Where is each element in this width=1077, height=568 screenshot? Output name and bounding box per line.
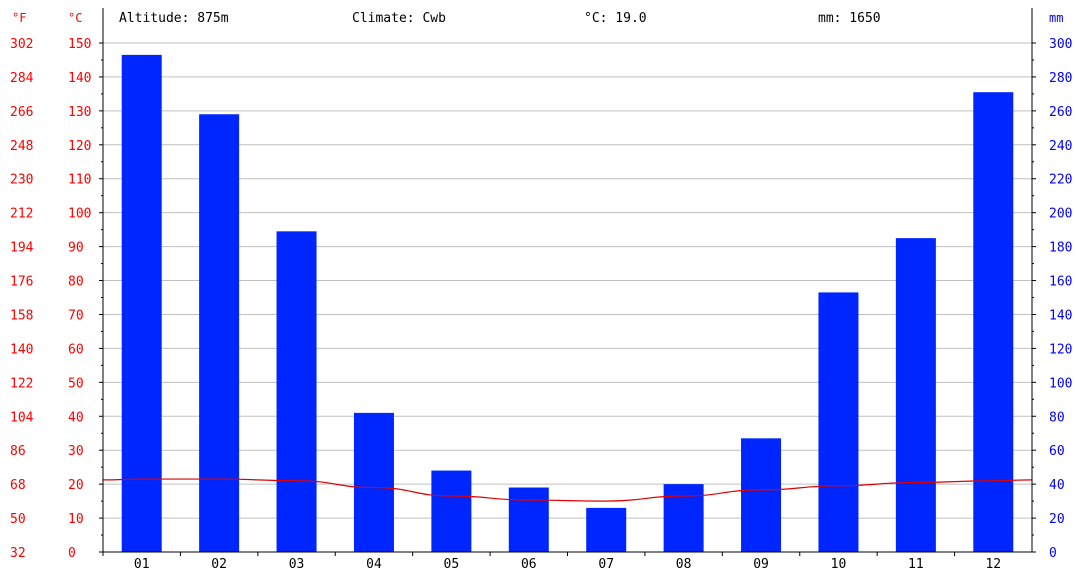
temperature-line [102, 478, 1033, 502]
precipitation-bar [276, 231, 317, 552]
celsius-tick-label: 150 [68, 37, 91, 52]
fahrenheit-tick-label: 68 [10, 478, 26, 493]
fahrenheit-tick-label: 140 [10, 342, 33, 357]
month-tick-label: 10 [831, 557, 847, 568]
celsius-tick-label: 30 [68, 444, 84, 459]
fahrenheit-tick-label: 86 [10, 444, 26, 459]
fahrenheit-tick-label: 248 [10, 139, 33, 154]
precipitation-bar [121, 54, 162, 552]
mm-tick-label: 0 [1049, 546, 1057, 561]
celsius-tick-label: 120 [68, 139, 91, 154]
fahrenheit-tick-label: 176 [10, 275, 33, 290]
celsius-tick-label: 110 [68, 173, 91, 188]
celsius-tick-label: 100 [68, 207, 91, 222]
total-precipitation-label: mm: 1650 [818, 11, 881, 26]
celsius-tick-label: 130 [68, 105, 91, 120]
fahrenheit-tick-label: 230 [10, 173, 33, 188]
celsius-tick-label: 60 [68, 342, 84, 357]
fahrenheit-tick-label: 32 [10, 546, 26, 561]
precipitation-bar [741, 438, 782, 552]
mm-tick-label: 100 [1049, 376, 1072, 391]
climate-label: Climate: Cwb [352, 11, 446, 26]
mm-tick-label: 300 [1049, 37, 1072, 52]
axes [99, 8, 1036, 556]
mm-tick-label: 120 [1049, 342, 1072, 357]
celsius-tick-label: 10 [68, 512, 84, 527]
fahrenheit-tick-label: 50 [10, 512, 26, 527]
grid-lines [103, 42, 1032, 519]
fahrenheit-tick-label: 302 [10, 37, 33, 52]
mean-temperature-label: °C: 19.0 [584, 11, 647, 26]
precipitation-bar [586, 507, 627, 552]
month-tick-label: 03 [289, 557, 305, 568]
mm-tick-label: 80 [1049, 410, 1065, 425]
precipitation-bar [199, 114, 240, 552]
mm-tick-label: 220 [1049, 173, 1072, 188]
fahrenheit-tick-label: 122 [10, 376, 33, 391]
celsius-tick-label: 90 [68, 241, 84, 256]
temperature-line-group [102, 478, 1033, 502]
celsius-tick-label: 50 [68, 376, 84, 391]
month-tick-label: 04 [366, 557, 382, 568]
fahrenheit-tick-label: 194 [10, 241, 34, 256]
month-tick-label: 07 [598, 557, 614, 568]
celsius-tick-label: 80 [68, 275, 84, 290]
month-tick-label: 01 [134, 557, 150, 568]
mm-tick-label: 140 [1049, 308, 1072, 323]
celsius-tick-label: 140 [68, 71, 91, 86]
precipitation-bars [121, 54, 1014, 552]
mm-unit-label: mm [1049, 11, 1063, 25]
precipitation-bar [895, 238, 936, 552]
month-tick-label: 06 [521, 557, 537, 568]
month-tick-label: 09 [753, 557, 769, 568]
precipitation-bar [508, 487, 549, 552]
precipitation-bar [431, 470, 472, 552]
month-tick-label: 11 [908, 557, 924, 568]
fahrenheit-tick-label: 212 [10, 207, 33, 222]
celsius-tick-label: 40 [68, 410, 84, 425]
fahrenheit-tick-label: 158 [10, 308, 33, 323]
fahrenheit-tick-label: 104 [10, 410, 34, 425]
mm-tick-label: 180 [1049, 241, 1072, 256]
fahrenheit-unit-label: °F [12, 11, 26, 25]
mm-tick-label: 200 [1049, 207, 1072, 222]
fahrenheit-tick-label: 284 [10, 71, 34, 86]
mm-tick-label: 40 [1049, 478, 1065, 493]
mm-tick-label: 20 [1049, 512, 1065, 527]
celsius-tick-label: 0 [68, 546, 76, 561]
mm-tick-label: 260 [1049, 105, 1072, 120]
precipitation-bar [818, 292, 859, 552]
celsius-tick-label: 70 [68, 308, 84, 323]
altitude-label: Altitude: 875m [119, 11, 229, 26]
mm-tick-label: 240 [1049, 139, 1072, 154]
mm-tick-label: 280 [1049, 71, 1072, 86]
precipitation-bar [973, 92, 1014, 552]
month-tick-label: 02 [211, 557, 227, 568]
month-tick-label: 05 [444, 557, 460, 568]
precipitation-bar [353, 412, 394, 552]
fahrenheit-tick-label: 266 [10, 105, 33, 120]
celsius-unit-label: °C [68, 11, 82, 25]
precipitation-bar [663, 484, 704, 552]
celsius-tick-label: 20 [68, 478, 84, 493]
mm-tick-label: 60 [1049, 444, 1065, 459]
mm-tick-label: 160 [1049, 275, 1072, 290]
month-tick-label: 12 [985, 557, 1001, 568]
month-tick-label: 08 [676, 557, 692, 568]
